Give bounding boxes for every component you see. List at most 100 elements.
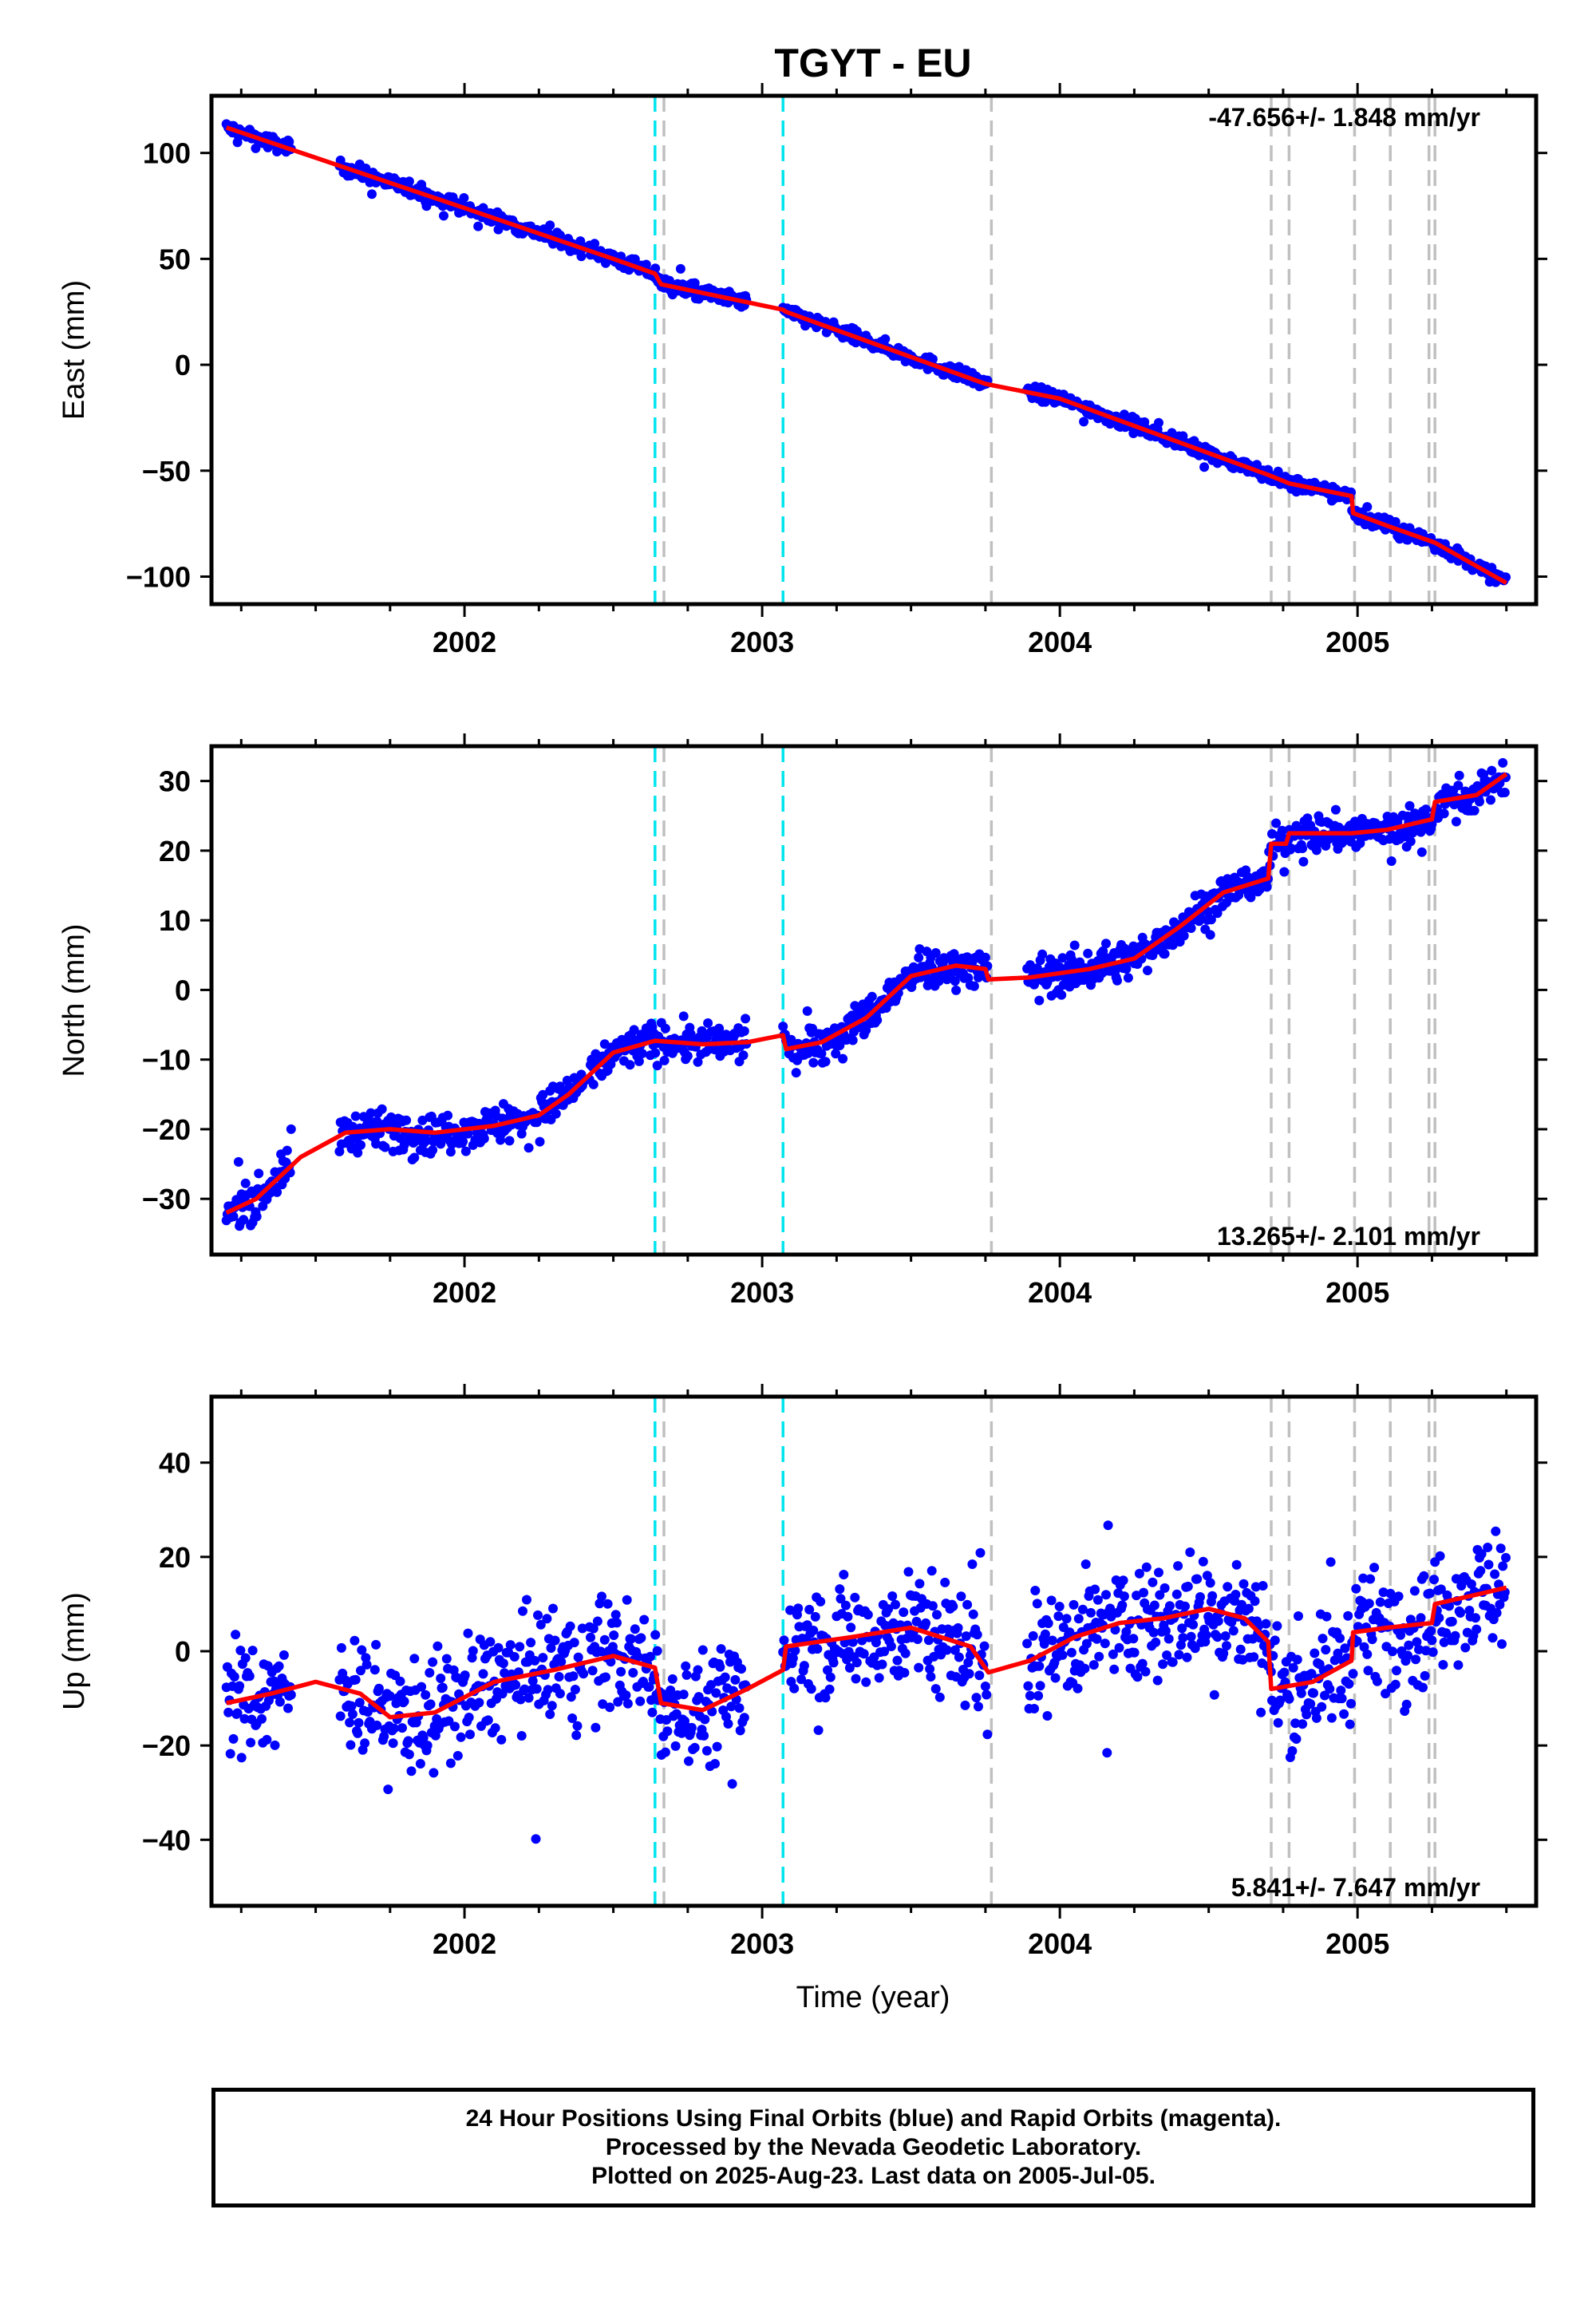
- x-tick-label: 2004: [1028, 1276, 1092, 1309]
- data-point: [678, 1690, 689, 1700]
- data-point: [1392, 1666, 1401, 1676]
- data-point: [886, 1642, 896, 1651]
- data-point: [547, 1701, 557, 1711]
- up-model-line: [226, 1585, 1507, 1720]
- data-point: [899, 1668, 910, 1678]
- data-point: [459, 193, 469, 203]
- data-point: [1043, 1618, 1053, 1628]
- data-point: [1273, 1717, 1283, 1728]
- data-point: [1066, 1647, 1077, 1658]
- data-point: [1499, 788, 1510, 797]
- data-point: [1311, 1713, 1321, 1723]
- data-point: [778, 1022, 788, 1032]
- data-point: [1053, 1611, 1064, 1622]
- data-point: [716, 1644, 726, 1654]
- data-point: [1101, 939, 1111, 949]
- y-tick-label: 0: [175, 1635, 191, 1668]
- y-tick-label: 100: [143, 137, 191, 170]
- data-point: [1186, 923, 1196, 933]
- data-point: [523, 1693, 534, 1703]
- data-point: [689, 1742, 700, 1753]
- data-point: [693, 1692, 704, 1702]
- data-point: [812, 1644, 823, 1654]
- data-point: [1471, 1613, 1480, 1623]
- data-point: [231, 1630, 241, 1640]
- data-point: [1198, 1556, 1208, 1567]
- data-point: [974, 1670, 985, 1681]
- data-point: [883, 1604, 894, 1614]
- data-point: [1220, 1631, 1231, 1641]
- data-point: [518, 1606, 527, 1616]
- data-point: [1258, 1581, 1268, 1591]
- data-point: [1088, 1660, 1099, 1670]
- data-point: [1476, 1566, 1486, 1576]
- data-point: [925, 1664, 935, 1674]
- data-point: [621, 1690, 631, 1701]
- data-point: [1046, 1595, 1057, 1606]
- data-point: [880, 334, 891, 344]
- data-point: [452, 1751, 463, 1761]
- data-point: [531, 1684, 542, 1694]
- data-point: [404, 176, 414, 187]
- data-point: [891, 1599, 900, 1610]
- data-point: [1205, 930, 1215, 940]
- data-point: [1362, 502, 1373, 512]
- data-point: [1451, 816, 1461, 827]
- data-point: [543, 1685, 553, 1695]
- data-point: [840, 1600, 851, 1611]
- data-point: [799, 1661, 809, 1671]
- data-point: [1121, 964, 1132, 974]
- data-point: [429, 1768, 439, 1778]
- data-point: [1123, 973, 1133, 983]
- data-point: [980, 952, 990, 962]
- data-point: [934, 1692, 945, 1702]
- data-point: [1163, 1634, 1174, 1644]
- data-point: [808, 1057, 819, 1068]
- data-point: [586, 1632, 595, 1642]
- data-point: [1160, 1626, 1171, 1636]
- data-point: [982, 1729, 993, 1740]
- data-point: [500, 1668, 510, 1678]
- data-point: [838, 1053, 848, 1064]
- data-point: [1495, 1543, 1506, 1554]
- data-point: [677, 1728, 687, 1738]
- data-point: [1117, 1600, 1128, 1611]
- data-point: [813, 1725, 824, 1735]
- data-point: [616, 1666, 626, 1677]
- data-point: [639, 1614, 650, 1625]
- data-point: [1129, 1647, 1140, 1658]
- data-point: [1405, 836, 1416, 847]
- data-point: [962, 1599, 973, 1610]
- data-point: [1202, 1571, 1212, 1581]
- data-point: [1472, 1624, 1482, 1634]
- data-point: [404, 1749, 414, 1760]
- data-point: [921, 1618, 931, 1628]
- data-point: [1069, 1599, 1079, 1610]
- data-point: [1174, 1650, 1184, 1660]
- data-point: [1149, 1600, 1159, 1611]
- data-point: [365, 1108, 376, 1118]
- x-tick-label: 2005: [1325, 626, 1389, 658]
- data-point: [1427, 1635, 1437, 1646]
- data-point: [1401, 1699, 1412, 1709]
- data-point: [963, 973, 974, 983]
- data-point: [566, 1692, 576, 1702]
- data-point: [441, 1654, 452, 1664]
- data-point: [969, 981, 979, 991]
- data-point: [927, 354, 938, 364]
- data-point: [1335, 1633, 1345, 1643]
- data-point: [1364, 1599, 1374, 1609]
- data-point: [1476, 1549, 1487, 1559]
- data-point: [474, 1697, 484, 1708]
- data-point: [425, 1668, 435, 1678]
- data-point: [554, 1672, 564, 1682]
- data-point: [932, 1610, 942, 1620]
- data-point: [385, 1691, 395, 1701]
- data-point: [409, 1152, 420, 1163]
- data-point: [1148, 951, 1158, 960]
- east-y-axis-label: East (mm): [57, 280, 91, 420]
- data-point: [515, 1642, 525, 1652]
- data-point: [820, 1693, 831, 1703]
- data-point: [1491, 1608, 1502, 1618]
- data-point: [1317, 1634, 1328, 1644]
